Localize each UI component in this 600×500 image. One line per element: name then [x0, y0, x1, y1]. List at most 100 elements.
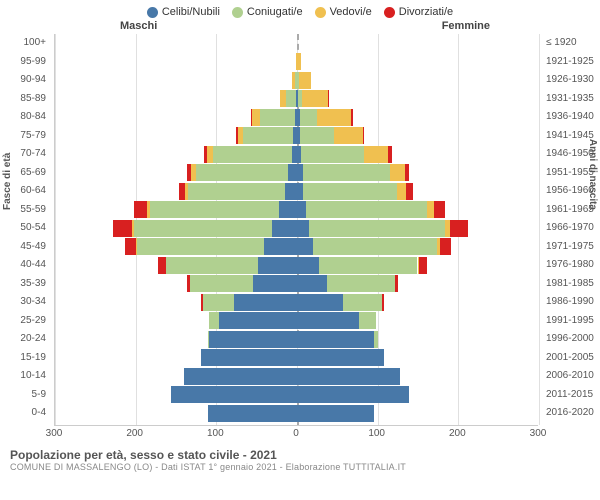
- bar-segment: [297, 238, 313, 255]
- bar-segment: [204, 146, 207, 163]
- bar-segment: [187, 275, 190, 292]
- legend: Celibi/NubiliConiugati/eVedovi/eDivorzia…: [0, 0, 600, 18]
- bar-segment: [264, 238, 296, 255]
- bar-segment: [132, 220, 134, 237]
- bar-segment: [406, 183, 412, 200]
- bar-segment: [317, 109, 351, 126]
- y-tick-right: 1941-1945: [546, 127, 600, 146]
- y-tick-left: 0-4: [0, 404, 46, 423]
- bar-segment: [297, 331, 374, 348]
- y-tick-right: 1966-1970: [546, 219, 600, 238]
- y-tick-left: 15-19: [0, 349, 46, 368]
- bar-segment: [313, 238, 437, 255]
- chart-title: Popolazione per età, sesso e stato civil…: [10, 448, 590, 462]
- female-half: [297, 312, 539, 329]
- y-tick-right: 1961-1965: [546, 201, 600, 220]
- chart-container: Celibi/NubiliConiugati/eVedovi/eDivorzia…: [0, 0, 600, 500]
- y-axis-left: 100+95-9990-9485-8980-8475-7970-7465-696…: [0, 34, 50, 426]
- male-half: [55, 72, 297, 89]
- male-half: [55, 220, 297, 237]
- bar-segment: [306, 201, 427, 218]
- x-tick: 100: [368, 428, 385, 439]
- y-tick-right: 1991-1995: [546, 312, 600, 331]
- bar-segment: [243, 127, 293, 144]
- bar-row: [55, 257, 538, 274]
- y-tick-left: 75-79: [0, 127, 46, 146]
- bar-row: [55, 238, 538, 255]
- y-tick-left: 55-59: [0, 201, 46, 220]
- bar-segment: [301, 146, 364, 163]
- bar-row: [55, 405, 538, 422]
- bar-segment: [302, 90, 328, 107]
- female-half: [297, 53, 539, 70]
- bar-segment: [434, 201, 445, 218]
- bar-segment: [201, 294, 203, 311]
- bar-segment: [351, 109, 353, 126]
- female-label: Femmine: [442, 20, 490, 32]
- female-half: [297, 257, 539, 274]
- y-tick-left: 100+: [0, 34, 46, 53]
- bar-row: [55, 164, 538, 181]
- male-half: [55, 257, 297, 274]
- y-tick-left: 45-49: [0, 238, 46, 257]
- y-tick-right: 1946-1950: [546, 145, 600, 164]
- x-tick: 0: [293, 428, 299, 439]
- bar-segment: [297, 312, 360, 329]
- y-tick-right: 2016-2020: [546, 404, 600, 423]
- bar-segment: [388, 146, 391, 163]
- male-label: Maschi: [120, 20, 157, 32]
- plot-area: [54, 34, 538, 426]
- bar-segment: [285, 183, 296, 200]
- male-half: [55, 275, 297, 292]
- y-tick-right: 1996-2000: [546, 330, 600, 349]
- bar-row: [55, 35, 538, 52]
- female-half: [297, 331, 539, 348]
- bar-segment: [207, 146, 213, 163]
- bar-segment: [280, 90, 286, 107]
- x-tick: 100: [207, 428, 224, 439]
- bar-row: [55, 294, 538, 311]
- male-half: [55, 201, 297, 218]
- x-axis: 3002001000100200300: [54, 426, 538, 444]
- bar-segment: [364, 146, 388, 163]
- y-tick-right: 1951-1955: [546, 164, 600, 183]
- y-tick-left: 50-54: [0, 219, 46, 238]
- bar-segment: [334, 127, 363, 144]
- male-half: [55, 164, 297, 181]
- bar-segment: [297, 257, 320, 274]
- bar-row: [55, 109, 538, 126]
- bar-segment: [343, 294, 382, 311]
- bar-segment: [258, 257, 297, 274]
- male-half: [55, 90, 297, 107]
- bar-segment: [147, 201, 149, 218]
- y-tick-left: 5-9: [0, 386, 46, 405]
- legend-item: Divorziati/e: [384, 6, 453, 18]
- y-tick-left: 40-44: [0, 256, 46, 275]
- bar-segment: [158, 257, 166, 274]
- bar-segment: [297, 201, 307, 218]
- bar-row: [55, 201, 538, 218]
- male-half: [55, 53, 297, 70]
- bar-row: [55, 386, 538, 403]
- y-tick-right: 1981-1985: [546, 275, 600, 294]
- x-tick: 200: [449, 428, 466, 439]
- bar-segment: [297, 294, 344, 311]
- bar-row: [55, 331, 538, 348]
- male-half: [55, 127, 297, 144]
- bar-segment: [328, 90, 329, 107]
- male-half: [55, 405, 297, 422]
- male-half: [55, 146, 297, 163]
- y-tick-left: 60-64: [0, 182, 46, 201]
- bar-segment: [209, 331, 296, 348]
- bar-segment: [238, 127, 244, 144]
- bar-row: [55, 53, 538, 70]
- x-tick: 300: [530, 428, 547, 439]
- bar-segment: [297, 53, 301, 70]
- male-half: [55, 331, 297, 348]
- y-tick-right: 1926-1930: [546, 71, 600, 90]
- bar-segment: [297, 275, 328, 292]
- bar-segment: [179, 183, 185, 200]
- bar-segment: [303, 164, 390, 181]
- gridline: [539, 34, 540, 425]
- y-tick-right: 2001-2005: [546, 349, 600, 368]
